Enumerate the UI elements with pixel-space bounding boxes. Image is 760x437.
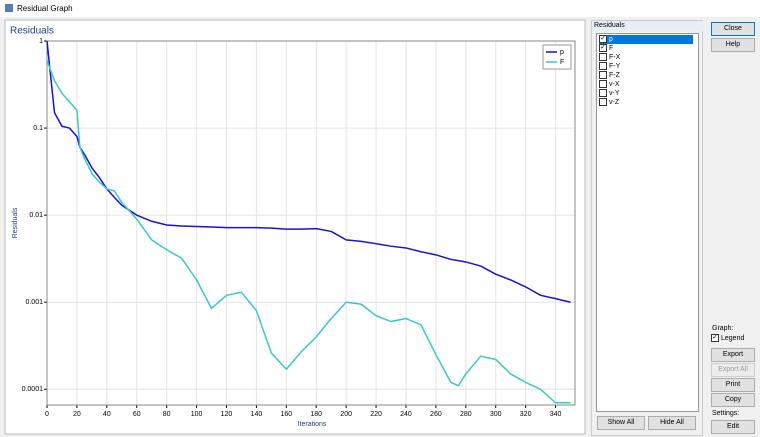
chart-panel [4,19,586,435]
window-title: Residual Graph [17,4,73,13]
export-all-button: Export All [711,363,755,377]
x-tick-label: 200 [340,411,352,418]
residual-item[interactable]: v-Y [599,89,693,98]
legend-label: p [560,49,564,56]
panel-title: Residuals [592,21,704,31]
chart-title: Residuals [10,26,54,37]
x-tick-label: 180 [310,411,322,418]
chart: Residuals Iterations Residuals 0 20 40 60 80… [4,19,586,435]
checkbox[interactable] [599,62,607,71]
x-tick-label: 260 [430,411,442,418]
graph-label: Graph: [712,325,734,332]
copy-button[interactable]: Copy [711,393,755,407]
residual-item[interactable]: F-Z [599,71,693,80]
checkbox[interactable]: ✓ [599,44,607,53]
x-tick-label: 140 [251,411,263,418]
y-tick-label: 0.001 [25,299,43,306]
app-icon [5,4,13,12]
item-label: v-Y [609,90,620,97]
checkbox[interactable]: ✓ [599,35,607,44]
residual-item[interactable]: ✓ p [599,35,693,44]
settings-label: Settings: [712,410,740,417]
x-axis-label: Iterations [298,421,327,428]
title-bar: Residual Graph [0,0,760,17]
residual-item[interactable]: ✓ F [599,44,693,53]
close-button[interactable]: Close [711,22,755,36]
residual-item[interactable]: v-Z [599,98,693,107]
residual-item[interactable]: F-Y [599,62,693,71]
checkbox[interactable] [599,80,607,89]
item-label: F-Y [609,63,621,70]
legend-checkbox[interactable]: ✓ Legend [711,334,744,342]
edit-button[interactable]: Edit [711,420,755,434]
y-tick-label: 0.1 [33,125,43,132]
x-tick-label: 0 [45,411,49,418]
item-label: F-Z [609,72,620,79]
legend-box [542,44,572,70]
residual-item[interactable]: F-X [599,53,693,62]
item-label: v-X [609,81,620,88]
help-button[interactable]: Help [711,38,755,52]
legend-label: F [560,59,564,66]
checkbox[interactable] [599,98,607,107]
series-line [46,40,571,303]
x-tick-label: 80 [163,411,171,418]
y-tick-label: 0.01 [29,212,43,219]
x-tick-label: 20 [73,411,81,418]
checkbox[interactable] [599,53,607,62]
y-tick-label: 0.0001 [22,386,44,393]
x-tick-label: 40 [103,411,111,418]
x-tick-label: 60 [133,411,141,418]
export-button[interactable]: Export [711,348,755,362]
y-axis-label: Residuals [12,207,19,238]
show-all-button[interactable]: Show All [597,416,645,430]
x-tick-label: 320 [520,411,532,418]
checkbox[interactable] [599,89,607,98]
item-label: F-X [609,54,621,61]
plot-frame [46,40,576,406]
legend-label: Legend [721,334,745,342]
x-tick-label: 220 [370,411,382,418]
checkbox[interactable] [599,71,607,80]
residuals-panel: Residuals ✓ p ✓ F F-X F-Y F-Z v-X v-Y v-Z Show Al… [591,20,704,436]
x-tick-label: 100 [191,411,203,418]
x-tick-label: 340 [550,411,562,418]
residual-list: ✓ p ✓ F F-X F-Y F-Z v-X v-Y v-Z [596,33,699,412]
item-label: p [609,36,613,43]
series-line [46,60,571,404]
hide-all-button[interactable]: Hide All [648,416,696,430]
print-button[interactable]: Print [711,378,755,392]
x-tick-label: 280 [460,411,472,418]
x-tick-label: 160 [280,411,292,418]
x-tick-label: 240 [400,411,412,418]
item-label: v-Z [609,99,620,106]
checkbox[interactable]: ✓ [711,334,719,342]
x-tick-label: 300 [490,411,502,418]
item-label: F [609,45,614,52]
x-tick-label: 120 [221,411,233,418]
y-tick-label: 1 [39,38,43,45]
residual-item[interactable]: v-X [599,80,693,89]
